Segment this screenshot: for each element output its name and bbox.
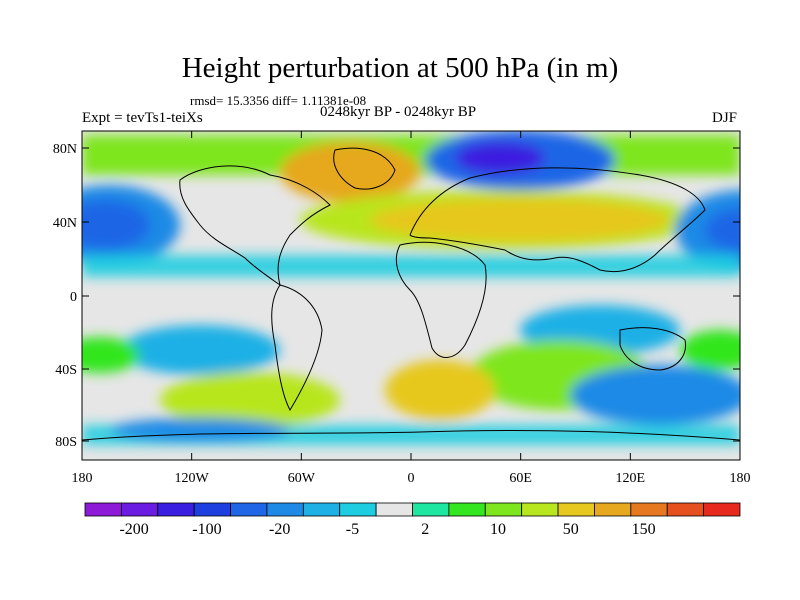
colorbar-label: -200 xyxy=(119,521,148,538)
colorbar-swatch xyxy=(521,502,559,517)
colorbar-label: -5 xyxy=(346,521,359,538)
lat-tick-label: 80S xyxy=(55,435,77,450)
colorbar-swatch xyxy=(339,502,377,517)
colorbar-swatch xyxy=(630,502,668,517)
lon-tick-label: 180 xyxy=(730,471,751,486)
colorbar-swatch xyxy=(448,502,486,517)
lon-tick-label: 120E xyxy=(616,471,646,486)
experiment-label: Expt = tevTs1-teiXs xyxy=(82,110,203,126)
colorbar-swatch xyxy=(703,502,741,517)
colorbar-swatch xyxy=(193,502,231,517)
colorbar-swatch xyxy=(84,502,122,517)
lat-tick-label: 40S xyxy=(55,363,77,378)
colorbar-label: -100 xyxy=(192,521,221,538)
lon-tick-label: 60E xyxy=(509,471,532,486)
lon-tick-label: 180 xyxy=(72,471,93,486)
colorbar-swatch xyxy=(412,502,450,517)
colorbar-label: 2 xyxy=(421,521,429,538)
coastlines xyxy=(82,147,740,441)
lon-tick-label: 120W xyxy=(175,471,210,486)
colorbar xyxy=(84,502,741,517)
colorbar-label: -20 xyxy=(269,521,290,538)
colorbar-swatch xyxy=(120,502,159,517)
colorbar-swatch xyxy=(375,502,413,517)
colorbar-label: 150 xyxy=(632,521,656,538)
colorbar-swatch xyxy=(594,502,632,517)
colorbar-swatch xyxy=(302,502,341,517)
latitude-axis: 80N 40N 0 40S 80S xyxy=(53,142,740,450)
filled-contour-field xyxy=(82,131,740,460)
lat-tick-label: 40N xyxy=(53,216,77,231)
colorbar-labels: -200 -100 -20 -5 2 10 50 150 xyxy=(119,521,655,538)
longitude-axis: 180 120W 60W 0 60E 120E 180 xyxy=(72,131,751,486)
plot-title: Height perturbation at 500 hPa (in m) xyxy=(181,52,619,84)
period-label: 0248kyr BP - 0248kyr BP xyxy=(320,104,477,120)
stats-annotation: rmsd= 15.3356 diff= 1.11381e-08 xyxy=(190,93,367,108)
lon-tick-label: 60W xyxy=(288,471,316,486)
season-label: DJF xyxy=(712,110,738,126)
lat-tick-label: 80N xyxy=(53,142,77,157)
lon-tick-label: 0 xyxy=(408,471,415,486)
colorbar-swatch xyxy=(484,502,523,517)
colorbar-swatch xyxy=(266,502,304,517)
colorbar-swatch xyxy=(666,502,705,517)
colorbar-swatch xyxy=(230,502,268,517)
colorbar-swatch xyxy=(157,502,195,517)
colorbar-swatch xyxy=(557,502,595,517)
lat-tick-label: 0 xyxy=(70,290,77,305)
colorbar-label: 10 xyxy=(490,521,506,538)
colorbar-label: 50 xyxy=(563,521,579,538)
